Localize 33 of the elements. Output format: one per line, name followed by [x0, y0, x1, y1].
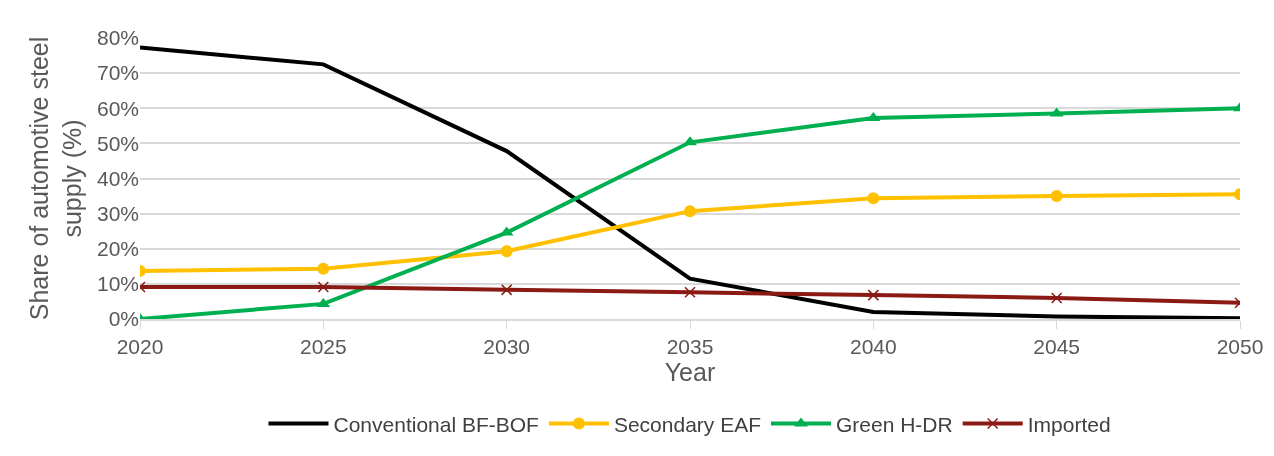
- point: [317, 262, 330, 275]
- y-tick-label: 0%: [108, 307, 139, 331]
- x-tick-label: 2050: [1216, 334, 1264, 358]
- y-tick-label: 80%: [96, 26, 139, 50]
- point: [500, 245, 513, 258]
- point: [684, 286, 696, 299]
- y-tick-label: 40%: [96, 166, 139, 190]
- point: [867, 289, 880, 301]
- point: [1050, 190, 1063, 203]
- legend-label: Conventional BF-BOF: [333, 412, 539, 436]
- point: [317, 281, 330, 293]
- y-axis-title: Share of automotive steel supply (%): [25, 36, 86, 321]
- legend-label: Green H-DR: [836, 412, 953, 436]
- x-tick-label: 2035: [666, 334, 714, 358]
- y-tick-label: 10%: [96, 272, 139, 296]
- point: [1050, 292, 1063, 304]
- point: [683, 136, 697, 146]
- y-tick-label: 70%: [96, 61, 139, 85]
- x-tick-label: 2020: [116, 334, 164, 358]
- point: [867, 192, 880, 205]
- legend-label: Imported: [1027, 412, 1111, 436]
- legend-label: Secondary EAF: [613, 412, 761, 436]
- x-tick-label: 2030: [483, 334, 531, 358]
- point: [500, 284, 513, 296]
- x-axis-title: Year: [664, 357, 716, 386]
- x-tick-label: 2045: [1033, 334, 1081, 358]
- y-tick-label: 50%: [96, 131, 139, 155]
- y-tick-label: 20%: [96, 237, 139, 261]
- y-tick-label: 30%: [96, 201, 139, 225]
- point: [684, 205, 696, 218]
- y-tick-label: 60%: [96, 96, 139, 120]
- x-tick-label: 2040: [849, 334, 897, 358]
- x-tick-label: 2025: [299, 334, 347, 358]
